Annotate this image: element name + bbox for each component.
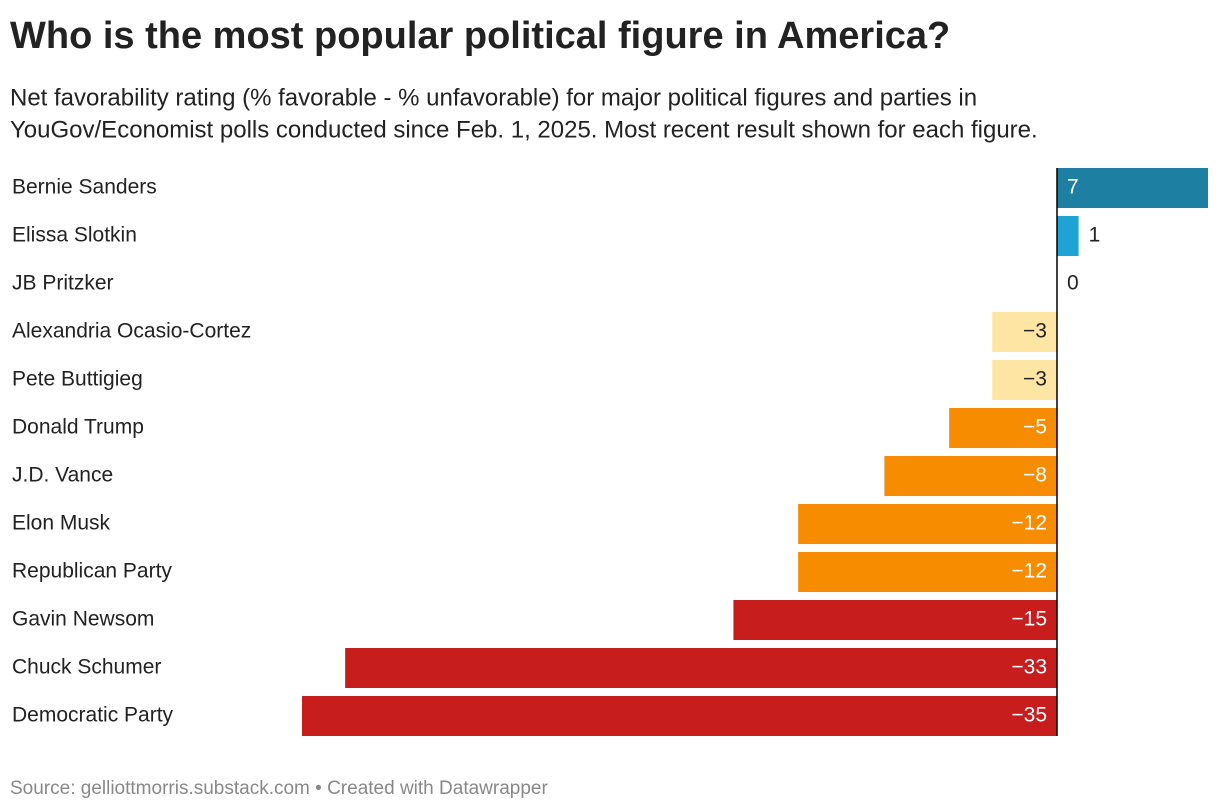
bar xyxy=(1057,216,1079,256)
bar xyxy=(345,648,1058,688)
value-label: −33 xyxy=(1011,656,1047,679)
category-label: Elissa Slotkin xyxy=(12,224,137,247)
category-label: Gavin Newsom xyxy=(12,608,154,631)
value-label: −12 xyxy=(1011,512,1047,535)
bar xyxy=(733,600,1057,640)
value-label: 1 xyxy=(1089,224,1101,247)
bar xyxy=(798,504,1057,544)
value-label: −3 xyxy=(1023,320,1047,343)
category-label: Alexandria Ocasio-Cortez xyxy=(12,320,251,343)
value-label: −8 xyxy=(1023,464,1047,487)
value-label: −12 xyxy=(1011,560,1047,583)
category-label: Pete Buttigieg xyxy=(12,368,143,391)
category-label: JB Pritzker xyxy=(12,272,114,295)
bar xyxy=(884,456,1057,496)
bar xyxy=(1057,168,1208,208)
category-label: Republican Party xyxy=(12,560,172,583)
bar xyxy=(949,408,1057,448)
chart-subtitle: YouGov/Economist polls conducted since F… xyxy=(10,116,1038,143)
value-label: 7 xyxy=(1067,176,1079,199)
bar xyxy=(798,552,1057,592)
chart-title: Who is the most popular political figure… xyxy=(10,15,950,57)
value-label: −15 xyxy=(1011,608,1047,631)
source: Source: gelliottmorris.substack.com • Cr… xyxy=(10,778,548,799)
chart-subtitle: Net favorability rating (% favorable - %… xyxy=(10,84,977,111)
category-label: Democratic Party xyxy=(12,704,174,727)
value-label: −35 xyxy=(1011,704,1047,727)
bar xyxy=(992,312,1057,352)
category-label: J.D. Vance xyxy=(12,464,113,487)
category-label: Chuck Schumer xyxy=(12,656,161,679)
category-label: Elon Musk xyxy=(12,512,111,535)
category-label: Bernie Sanders xyxy=(12,176,157,199)
value-label: −5 xyxy=(1023,416,1047,439)
value-label: −3 xyxy=(1023,368,1047,391)
category-label: Donald Trump xyxy=(12,416,144,439)
value-label: 0 xyxy=(1067,272,1079,295)
bar xyxy=(992,360,1057,400)
bar xyxy=(302,696,1057,736)
